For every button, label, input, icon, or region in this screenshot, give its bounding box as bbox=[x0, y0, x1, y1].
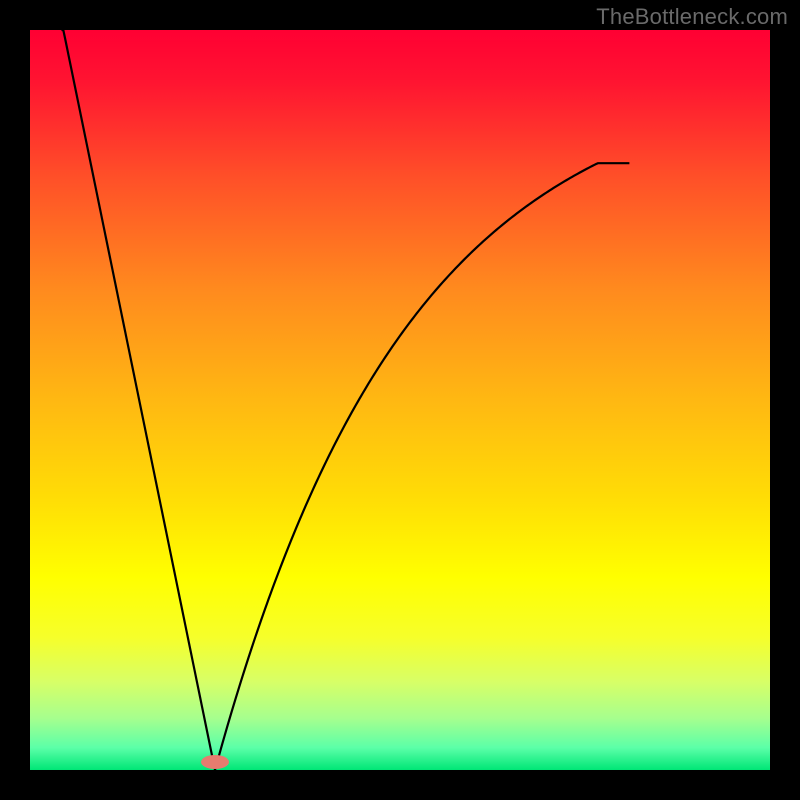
watermark-text: TheBottleneck.com bbox=[596, 4, 788, 30]
chart-svg bbox=[0, 0, 800, 800]
plot-gradient-background bbox=[30, 30, 770, 770]
optimum-marker bbox=[201, 755, 229, 769]
chart-stage: TheBottleneck.com bbox=[0, 0, 800, 800]
